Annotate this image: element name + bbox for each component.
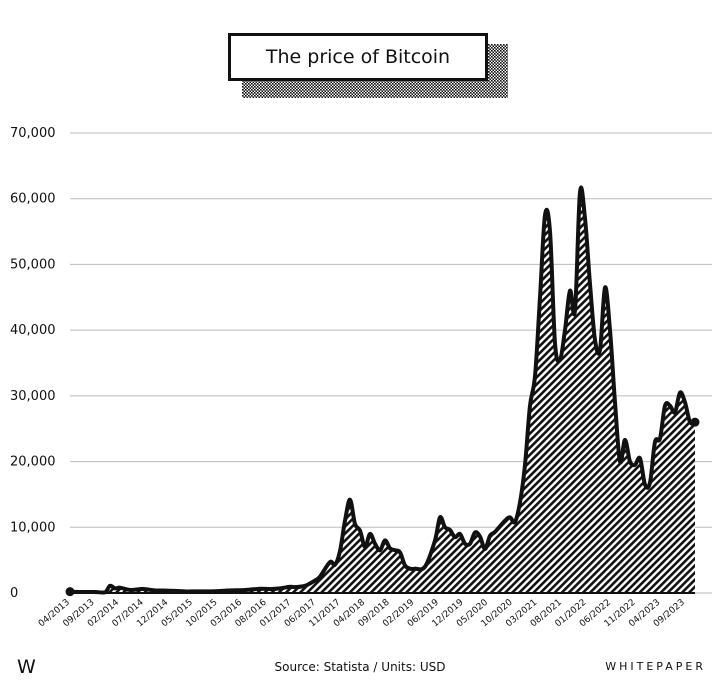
y-tick-label: 0 bbox=[10, 586, 18, 601]
series-layer bbox=[65, 185, 700, 597]
source-note: Source: Statista / Units: USD bbox=[274, 660, 446, 674]
start-point bbox=[65, 587, 75, 597]
end-point bbox=[690, 417, 700, 427]
chart-title: The price of Bitcoin bbox=[228, 33, 488, 81]
y-tick-label: 20,000 bbox=[10, 455, 56, 470]
price-area bbox=[70, 187, 695, 593]
price-line bbox=[68, 185, 697, 595]
y-tick-label: 70,000 bbox=[10, 126, 56, 141]
chart-title-text: The price of Bitcoin bbox=[265, 46, 451, 68]
y-tick-label: 60,000 bbox=[10, 192, 56, 207]
x-axis-ticks: 04/201309/201302/201407/201412/201405/20… bbox=[37, 597, 687, 629]
y-tick-label: 30,000 bbox=[10, 389, 56, 404]
brand-name: WHITEPAPER bbox=[605, 660, 706, 673]
whitepaper-logo: W bbox=[17, 656, 36, 678]
y-axis-ticks: 0 10,000 20,000 30,000 40,000 50,000 60,000 70,… bbox=[10, 126, 56, 601]
y-tick-label: 10,000 bbox=[10, 520, 56, 535]
y-tick-label: 50,000 bbox=[10, 257, 56, 272]
y-tick-label: 40,000 bbox=[10, 323, 56, 338]
